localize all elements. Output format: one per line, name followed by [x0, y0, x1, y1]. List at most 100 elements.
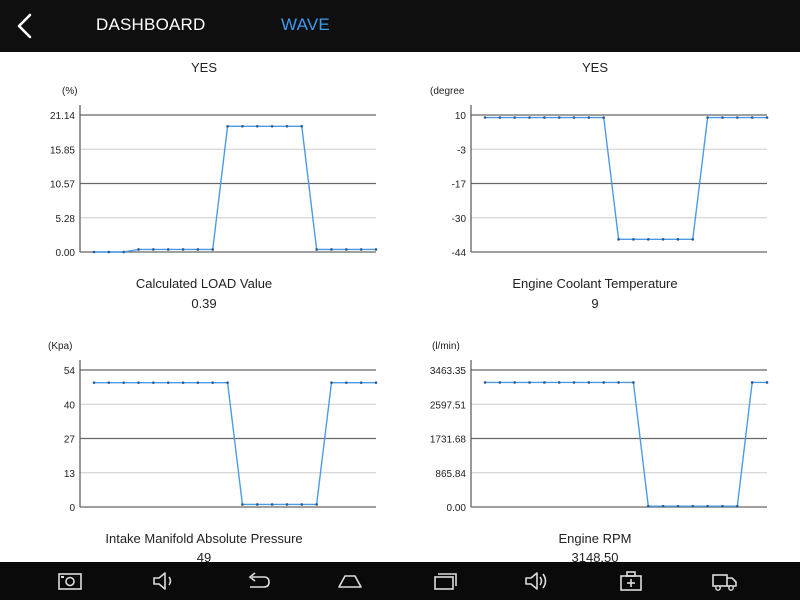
data-point	[572, 381, 576, 384]
data-point	[315, 248, 318, 251]
data-point	[270, 503, 274, 506]
data-point	[107, 250, 111, 254]
data-point	[528, 116, 531, 119]
data-point	[736, 504, 739, 508]
tick-label: 15.85	[50, 145, 75, 156]
tick-label: 5.28	[56, 214, 76, 225]
tick-label: 10.57	[50, 180, 75, 191]
data-point	[211, 381, 215, 384]
tab-dashboard[interactable]: DASHBOARD	[96, 15, 206, 34]
tick-label: 10	[455, 111, 467, 122]
data-point	[270, 124, 274, 128]
data-point	[315, 503, 318, 506]
data-point	[691, 504, 695, 508]
screenshot-icon[interactable]	[57, 569, 83, 593]
tick-label: -3	[457, 145, 466, 156]
data-point	[211, 248, 215, 251]
data-point	[241, 124, 244, 128]
data-point	[374, 248, 378, 251]
data-point	[676, 238, 680, 241]
unit-label: (%)	[62, 86, 78, 97]
data-point	[632, 381, 635, 384]
truck-icon[interactable]	[711, 569, 737, 593]
data-point	[602, 116, 606, 119]
data-point	[498, 381, 502, 384]
data-point	[557, 116, 561, 119]
data-point	[706, 116, 709, 119]
chart-name-coolant: Engine Coolant Temperature	[512, 276, 678, 291]
data-point	[587, 116, 591, 119]
tick-label: 0	[69, 503, 75, 514]
volume-up-icon[interactable]	[524, 569, 550, 593]
data-point	[137, 381, 140, 384]
unit-label: (degree	[430, 86, 465, 97]
data-point	[137, 248, 140, 251]
data-point	[543, 116, 546, 119]
series-line	[485, 381, 767, 507]
home-icon[interactable]	[337, 569, 363, 593]
data-point	[617, 238, 620, 241]
data-point	[92, 381, 96, 384]
tick-label: -44	[452, 248, 467, 259]
data-point	[661, 504, 665, 508]
data-point	[196, 381, 200, 384]
bottom-nav-bar	[0, 562, 800, 600]
tick-label: 0.00	[447, 503, 467, 514]
back-arrow-icon[interactable]	[244, 569, 270, 593]
tick-label: -17	[452, 180, 467, 191]
data-point	[241, 503, 244, 506]
unit-label: (l/min)	[432, 341, 460, 352]
data-point	[166, 381, 170, 384]
data-point	[602, 381, 606, 384]
back-chevron-icon[interactable]	[10, 10, 42, 42]
top-bar: DASHBOARD WAVE	[0, 0, 800, 52]
data-point	[359, 248, 363, 251]
chart-load: (%) 21.14 15.85 10.57 5.28 0.00	[50, 86, 378, 259]
tick-label: 13	[64, 469, 76, 480]
data-point	[661, 238, 665, 241]
data-point	[543, 381, 546, 384]
data-point	[152, 381, 155, 384]
data-point	[483, 116, 487, 119]
data-point	[646, 238, 650, 241]
data-point	[632, 238, 635, 241]
recent-apps-icon[interactable]	[431, 569, 457, 593]
data-point	[721, 504, 724, 508]
tick-label: 2597.51	[430, 400, 467, 411]
series-line	[94, 381, 376, 506]
data-point	[374, 381, 378, 384]
data-point	[765, 116, 769, 119]
status-value-right: YES	[581, 60, 608, 75]
diagnostic-kit-icon[interactable]	[618, 569, 644, 593]
volume-down-icon[interactable]	[151, 569, 177, 593]
tick-label: 21.14	[50, 111, 75, 122]
data-point	[122, 381, 125, 384]
data-point	[587, 381, 591, 384]
data-point	[285, 124, 289, 128]
status-value-left: YES	[190, 60, 217, 75]
data-point	[181, 381, 185, 384]
data-point	[676, 504, 680, 508]
tick-label: 54	[64, 366, 76, 377]
tab-wave[interactable]: WAVE	[281, 15, 330, 34]
data-point	[513, 381, 516, 384]
tick-label: 27	[64, 435, 76, 446]
chart-value-rpm: 3148.50	[571, 550, 619, 562]
data-point	[226, 381, 229, 384]
data-point	[572, 116, 576, 119]
unit-label: (Kpa)	[48, 341, 72, 352]
data-point	[528, 381, 531, 384]
data-point	[92, 250, 96, 254]
tick-label: 865.84	[435, 469, 466, 480]
tick-label: -30	[452, 214, 467, 225]
data-point	[736, 116, 739, 119]
data-point	[330, 248, 333, 251]
data-point	[122, 250, 125, 254]
data-point	[513, 116, 516, 119]
data-point	[483, 381, 487, 384]
data-point	[285, 503, 289, 506]
data-point	[557, 381, 561, 384]
data-point	[706, 504, 709, 508]
data-point	[196, 248, 200, 251]
data-point	[152, 248, 155, 251]
